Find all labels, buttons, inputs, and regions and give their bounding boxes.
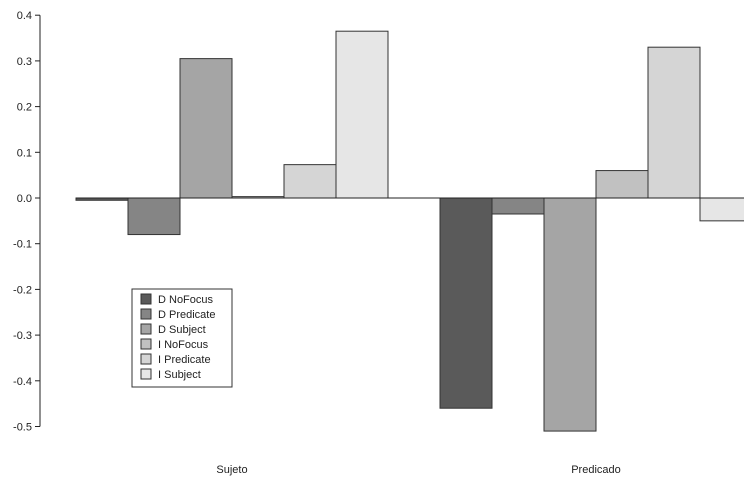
- bar: [283, 164, 337, 199]
- y-tick-label: 0.2: [17, 102, 32, 114]
- y-tick-label: 0.4: [17, 10, 32, 22]
- y-tick-label: -0.2: [13, 284, 32, 296]
- bar: [543, 197, 597, 432]
- bar: [647, 46, 701, 199]
- y-tick-label: -0.4: [13, 376, 32, 388]
- y-tick-label: 0.0: [17, 193, 32, 205]
- group-labels: Sujeto Predicado: [216, 464, 620, 476]
- bar: [439, 197, 493, 409]
- y-tick-label: -0.3: [13, 330, 32, 342]
- y-tick-label: 0.3: [17, 56, 32, 68]
- legend-label: I Subject: [158, 369, 201, 381]
- legend-label: D Predicate: [158, 309, 215, 321]
- legend-swatch: [140, 323, 152, 335]
- bar: [699, 197, 744, 222]
- legend-label: I NoFocus: [158, 339, 209, 351]
- legend-label: D Subject: [158, 324, 206, 336]
- legend: D NoFocus D Predicate D Subject I NoFocus I …: [131, 288, 233, 388]
- x-category-label: Predicado: [571, 464, 621, 476]
- bar: [595, 170, 649, 199]
- bar: [127, 197, 181, 236]
- y-axis: 0.4 0.3 0.2 0.1 0.0 -0.1 -0.2 -0.3 -0.4 -0.5: [13, 10, 41, 434]
- bar: [335, 30, 389, 199]
- legend-label: I Predicate: [158, 354, 211, 366]
- legend-label: D NoFocus: [158, 294, 214, 306]
- bar: [179, 58, 233, 199]
- y-tick-label: -0.1: [13, 239, 32, 251]
- legend-swatch: [140, 368, 152, 380]
- legend-swatch: [140, 353, 152, 365]
- legend-swatch: [140, 338, 152, 350]
- y-tick-label: -0.5: [13, 422, 32, 434]
- legend-swatch: [140, 293, 152, 305]
- x-category-label: Sujeto: [216, 464, 247, 476]
- bar: [491, 197, 545, 215]
- y-tick-label: 0.1: [17, 147, 32, 159]
- legend-swatch: [140, 308, 152, 320]
- bars: [75, 30, 744, 432]
